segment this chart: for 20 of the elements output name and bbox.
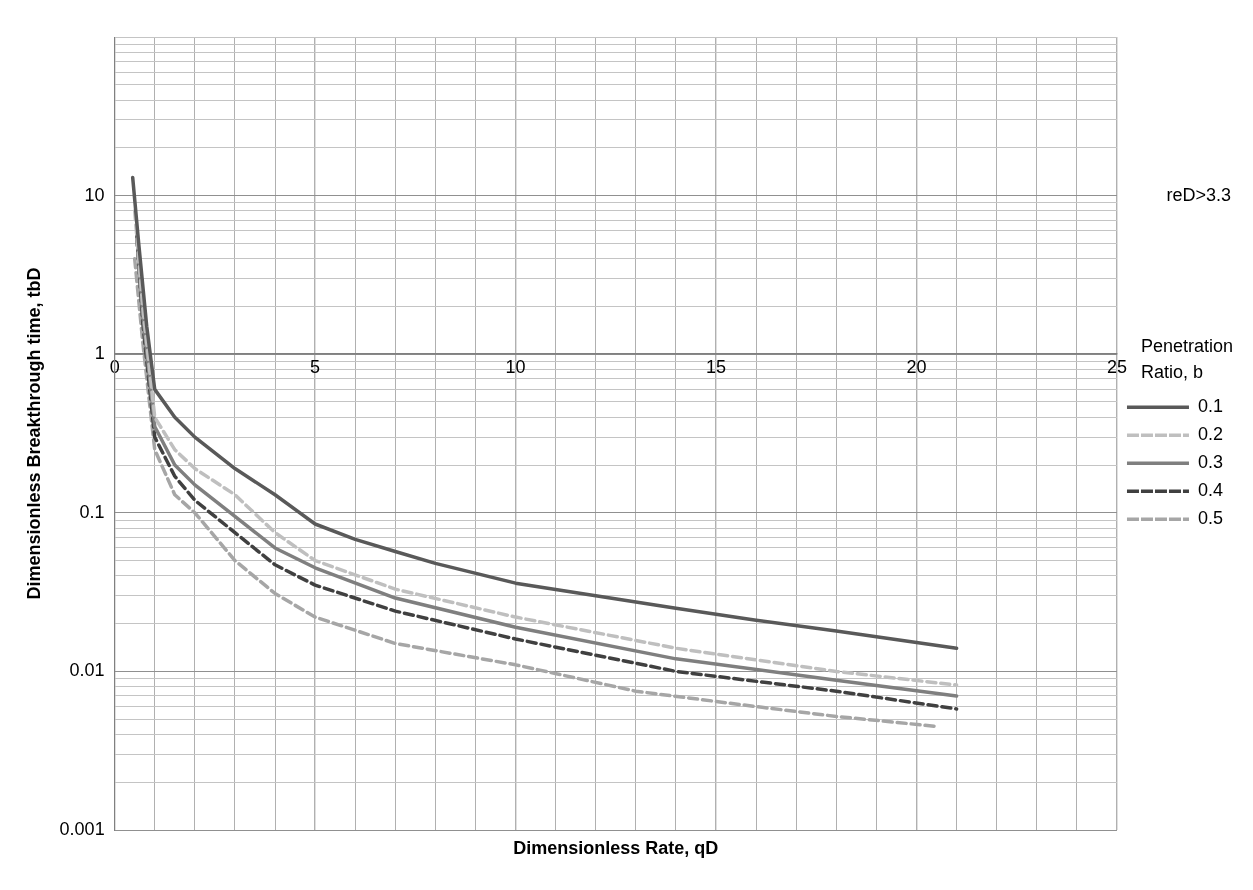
- x-tick-label: 0: [109, 356, 120, 377]
- y-tick-label: 0.01: [69, 660, 105, 681]
- y-tick-label: 0.1: [79, 501, 105, 522]
- x-tick-label: 20: [906, 356, 927, 377]
- legend-label: 0.2: [1197, 424, 1224, 445]
- x-tick-label: 10: [505, 356, 526, 377]
- legend-label: 0.1: [1197, 396, 1224, 417]
- x-tick-label: 5: [310, 356, 321, 377]
- x-tick-label: 25: [1106, 356, 1127, 377]
- y-tick-label: 10: [84, 184, 105, 205]
- y-tick-label: 1: [94, 343, 105, 364]
- legend-label: 0.3: [1197, 452, 1224, 473]
- legend-title: Penetration Ratio, b: [1140, 336, 1234, 383]
- legend-label: 0.5: [1197, 508, 1224, 529]
- x-axis-title: Dimensionless Rate, qD: [513, 837, 719, 858]
- y-tick-label: 0.001: [59, 818, 105, 839]
- x-tick-label: 15: [706, 356, 727, 377]
- text: reD>3.3: [1166, 184, 1231, 205]
- y-axis-title: Dimensionless Breakthrough time, tbD: [23, 267, 44, 600]
- legend-label: 0.4: [1197, 480, 1224, 501]
